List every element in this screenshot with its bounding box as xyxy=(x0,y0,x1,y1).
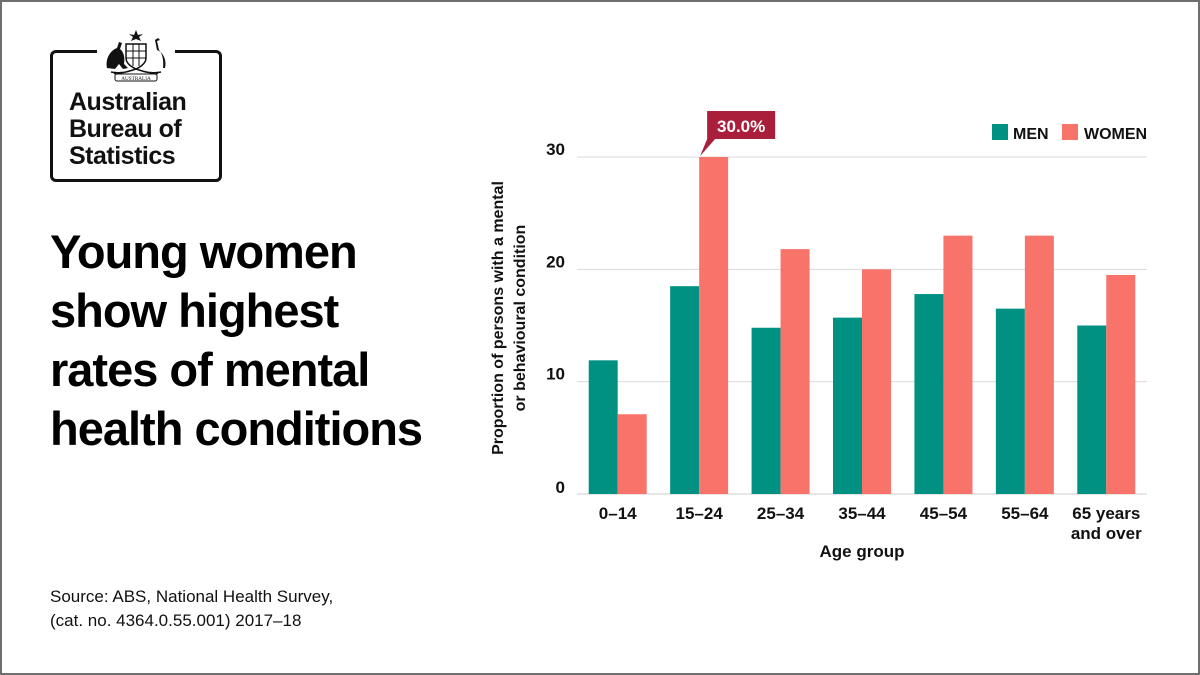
x-tick-label: 15–24 xyxy=(676,504,724,523)
value-callout xyxy=(700,111,776,156)
bar-men xyxy=(833,317,862,494)
legend-label-women: WOMEN xyxy=(1084,126,1147,143)
logo-line-1: Australian xyxy=(69,88,187,116)
x-tick-label: 0–14 xyxy=(599,504,637,523)
headline: Young women show highest rates of mental… xyxy=(50,222,470,458)
y-tick-label: 10 xyxy=(546,365,565,384)
source-line-2: (cat. no. 4364.0.55.001) 2017–18 xyxy=(50,611,302,630)
legend-swatch-men xyxy=(992,124,1008,140)
x-tick-label: 45–54 xyxy=(920,504,968,523)
x-axis-label: Age group xyxy=(820,542,905,561)
bar-men xyxy=(914,294,944,494)
bar-women xyxy=(1024,235,1054,494)
legend-label-men: MEN xyxy=(1013,126,1049,143)
headline-line-3: rates of mental xyxy=(50,343,370,396)
value-callout-label: 30.0% xyxy=(717,117,765,136)
logo-line-3: Statistics xyxy=(69,142,176,170)
logo-line-2: Bureau of xyxy=(69,115,182,143)
y-tick-label: 30 xyxy=(546,140,565,159)
bar-men xyxy=(588,360,618,494)
headline-line-2: show highest xyxy=(50,284,339,337)
y-axis-label: Proportion of persons with a mental xyxy=(490,181,507,455)
headline-line-4: health conditions xyxy=(50,402,423,455)
logo-wordmark: Australian Bureau of Statistics xyxy=(69,89,219,170)
bar-men xyxy=(1077,325,1107,494)
crest-scroll-text: AUSTRALIA xyxy=(121,76,151,82)
x-tick-label: 35–44 xyxy=(838,504,886,523)
source-note: Source: ABS, National Health Survey, (ca… xyxy=(50,585,470,633)
bar-women xyxy=(862,269,891,494)
bar-men xyxy=(670,286,700,494)
bar-women xyxy=(943,235,973,494)
x-tick-label: and over xyxy=(1071,524,1142,543)
y-tick-label: 0 xyxy=(556,478,565,497)
abs-logo: Australian Bureau of Statistics xyxy=(50,50,222,182)
x-tick-label: 55–64 xyxy=(1001,504,1049,523)
bar-men xyxy=(751,327,781,494)
source-line-1: Source: ABS, National Health Survey, xyxy=(50,587,334,606)
y-tick-label: 20 xyxy=(546,252,565,271)
bar-women xyxy=(1106,274,1136,494)
coat-of-arms-icon: AUSTRALIA xyxy=(97,30,175,82)
bar-women xyxy=(617,414,647,494)
legend-swatch-women xyxy=(1062,124,1078,140)
bar-men xyxy=(995,308,1025,494)
bar-women xyxy=(699,157,729,494)
headline-line-1: Young women xyxy=(50,225,358,278)
x-tick-label: 65 years xyxy=(1072,504,1140,523)
y-axis-label: or behavioural condition xyxy=(512,225,529,412)
x-tick-label: 25–34 xyxy=(757,504,805,523)
bar-women xyxy=(780,249,810,494)
